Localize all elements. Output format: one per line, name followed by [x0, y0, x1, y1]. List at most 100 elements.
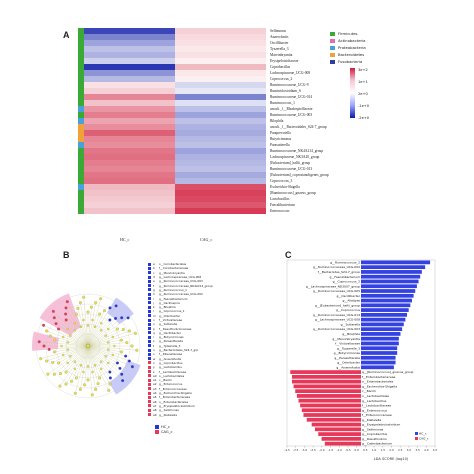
cladogram-node [61, 335, 65, 339]
cladogram-legend-label: g__Erysipelatoclostridium [159, 403, 195, 408]
lda-x-tick-label: 3.0 [407, 448, 412, 452]
cladogram-legend-item: t g__Tyzzerella_3 [148, 344, 248, 348]
cladogram-branch [58, 345, 89, 364]
cladogram-node [106, 348, 110, 351]
heatmap-cell [175, 124, 266, 130]
cladogram-branch [43, 325, 89, 347]
cladogram-branch [87, 302, 96, 347]
phylum-legend-swatch [330, 59, 335, 64]
cladogram-node [69, 334, 72, 338]
lda-bar [306, 417, 361, 422]
cladogram-branch [87, 345, 130, 362]
phylum-legend-label: Fusobacteria [338, 59, 363, 64]
group-legend-label: HC_c [161, 424, 170, 429]
cladogram-legend-swatch [148, 404, 151, 408]
group-legend-item: CAG_c [155, 429, 172, 434]
lda-x-tick-label: 2.0 [389, 448, 394, 452]
heatmap-row [84, 82, 266, 88]
cladogram-node [108, 376, 112, 380]
heatmap-row [84, 40, 266, 46]
lda-bar-label: g__Catenibacterium [362, 442, 392, 446]
lda-bar-label: g__Coprobacillus [362, 432, 388, 436]
cladogram-legend-swatch [148, 365, 151, 369]
heatmap-cell [84, 94, 175, 100]
cladogram-branch [87, 345, 118, 364]
cladogram-legend-item: a o__Coriobacteriales [148, 262, 248, 266]
cladogram-legend-code: u [153, 348, 155, 353]
heatmap-row [84, 106, 266, 112]
heatmap-row-label: Erysipelotrichaceae [270, 59, 299, 63]
heatmap-row-label: Ruminococcaceae_UCG-9 [270, 83, 309, 87]
lda-x-tick-label: 0.5 [363, 448, 368, 452]
cladogram-branch [87, 339, 122, 347]
lda-bar [361, 332, 401, 336]
heatmap-cell [84, 112, 175, 118]
cladogram-legend-label: g__Oscillospira [159, 300, 180, 305]
cladogram-branch [83, 297, 89, 347]
heatmap-cell [84, 130, 175, 136]
lda-bar [291, 374, 361, 379]
cladogram-node [65, 300, 69, 304]
lda-bar-label: o__Lactobacillales [362, 394, 389, 398]
cladogram-branch [87, 345, 122, 375]
cladogram-legend-label: g__Sellimonas [159, 408, 179, 413]
cladogram-branch [52, 345, 89, 363]
lda-x-tick-label: -1.0 [337, 448, 343, 452]
lda-bar-label: g__Ruminococcaceae_UCG-005 [313, 289, 360, 293]
cladogram-legend-swatch [148, 361, 151, 365]
cladogram-node [79, 325, 83, 329]
cladogram-branch [87, 305, 117, 347]
heatmap-row-label: Ruminococcaceae_UCG-003 [270, 113, 313, 117]
lda-bar-label: g__Marvinbryantia [332, 337, 360, 341]
cladogram-legend-label: g__Lactobacillus [159, 365, 182, 370]
cladogram-node [82, 295, 86, 299]
cladogram-node [52, 372, 56, 376]
phylum-strip-cell [78, 184, 84, 190]
cladogram-node [52, 316, 56, 320]
cladogram-legend-item: a4 g__Escherichia-Shigella [148, 391, 248, 395]
cladogram-node [58, 384, 62, 388]
cladogram-node [99, 321, 103, 325]
lda-bar [291, 379, 361, 384]
color-scale-bar [350, 68, 355, 118]
cladogram-legend-swatch [148, 357, 151, 361]
cladogram-node [114, 316, 118, 320]
heatmap-cell [175, 142, 266, 148]
lda-bar [361, 303, 411, 308]
cladogram-legend-item: r g__Butyricimonas [148, 335, 248, 339]
heatmap-cell [84, 148, 175, 154]
cladogram-legend-label: g__Oscillibacter [159, 330, 181, 335]
cladogram-legend-swatch [148, 314, 151, 318]
phylum-strip-cell [78, 172, 84, 178]
cladogram-node [86, 324, 90, 327]
lda-x-tick-label: -3.0 [302, 448, 308, 452]
cladogram-legend-label: g__Ruminococcaceae_UCG-003 [159, 279, 203, 284]
lda-bar-label: g__Ruminococcaceae_UCG-014 [313, 313, 360, 317]
heatmap-cell [84, 172, 175, 178]
lda-bar [361, 360, 396, 365]
heatmap-row-labels: Sellimonas Anaerofustis Oscillibacter Tyzze… [270, 28, 329, 214]
lda-bar-label: g__Alistipes [342, 299, 360, 303]
cladogram-legend-swatch [148, 352, 151, 356]
heatmap-row-label: [Ruminococcus]_gnavus_group [270, 191, 316, 195]
phylum-strip-cell [78, 148, 84, 154]
heatmap-cell [175, 172, 266, 178]
heatmap-cell [84, 160, 175, 166]
cladogram-node [126, 316, 130, 320]
cladogram-legend-code: a5 [153, 395, 157, 400]
cladogram-legend-code: a7 [153, 403, 157, 408]
phylum-strip-cell [78, 28, 84, 34]
cladogram-node [127, 359, 131, 363]
cladogram-node [93, 325, 97, 329]
heatmap-row [84, 58, 266, 64]
lda-bar [361, 346, 398, 351]
cladogram-node [89, 305, 93, 309]
cladogram-legend-label: f__Lactobacillaceae [159, 369, 187, 374]
lda-bar-label: g__Ruminococcaceae_UCG-003 [313, 327, 360, 331]
heatmap-row-label: Ruminiclostridium_6 [270, 89, 301, 93]
phylum-legend-label: Proteobacteria [338, 45, 366, 50]
cladogram-legend-item: v f__Rikenellaceae [148, 352, 248, 356]
cladogram-legend-item: c g__Marvinbryantia [148, 271, 248, 275]
cladogram-branch [87, 307, 111, 347]
phylum-legend-item: Proteobacteria [330, 44, 366, 51]
